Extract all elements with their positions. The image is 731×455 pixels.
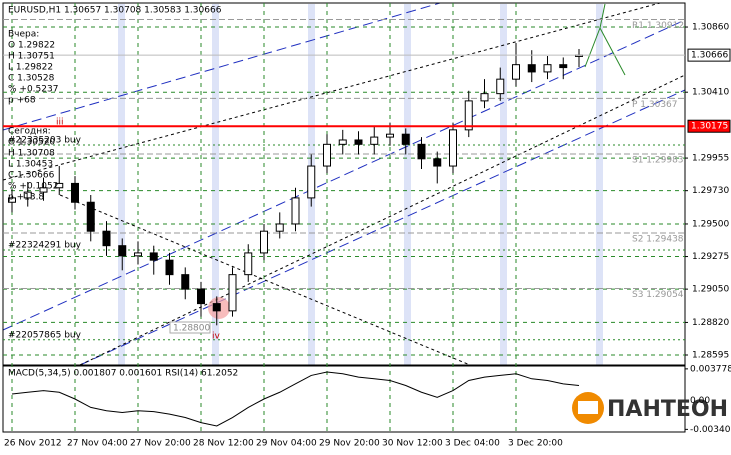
pivot-label: R1 1.30912: [632, 21, 684, 31]
candle-body: [291, 197, 300, 225]
y-tick-label: 1.29275: [692, 252, 729, 262]
marks: [3, 42, 685, 427]
candle-body: [55, 182, 64, 189]
price-box-label: 1.30666: [691, 51, 728, 61]
y-tick-label: 1.30860: [692, 23, 729, 33]
info-line: % +0.5237: [8, 85, 58, 95]
candle-body: [307, 165, 316, 199]
low-box-label: 1.28800: [173, 324, 210, 334]
candle-body: [464, 100, 473, 131]
info-line: H 1.30708: [8, 149, 55, 159]
sub-frame: [2, 365, 686, 433]
candle-body: [134, 252, 142, 257]
price-box: [687, 119, 731, 133]
candle-body: [370, 136, 379, 145]
candle-body: [338, 139, 347, 145]
candle-body: [86, 201, 95, 232]
y-tick-label: 1.28595: [692, 351, 729, 361]
y-tick-label: -0.003407: [690, 425, 731, 435]
candle-body: [118, 245, 127, 257]
info-title: Сегодня:: [8, 127, 51, 137]
pivot-label: P 1.30367: [632, 100, 678, 110]
candle-body: [275, 223, 284, 232]
candle-body: [149, 252, 158, 261]
candle-body: [480, 93, 489, 102]
candle-body: [39, 187, 48, 193]
pivot-label: S1 1.29983: [632, 156, 684, 166]
y-tick-label: 1.29500: [692, 219, 729, 229]
candle-body: [181, 274, 190, 290]
info-line: % +0.1052: [8, 182, 58, 192]
candle-body: [433, 158, 442, 167]
info-panel: EURUSD,H1 1.30657 1.30708 1.30583 1.3066…: [8, 6, 222, 203]
x-tick-label: 27 Nov 04:00: [67, 439, 128, 449]
candle-body: [102, 230, 111, 247]
candle-body: [386, 133, 394, 138]
candle-body: [512, 64, 520, 80]
info-line: p +13.8: [8, 193, 44, 203]
candle-body: [165, 259, 174, 276]
info-line: L 1.30453: [8, 160, 53, 170]
y-tick-label: 1.30410: [692, 88, 729, 98]
info-line: L 1.29822: [8, 63, 53, 73]
wave-label: iv: [212, 332, 221, 342]
info-line: C 1.30666: [8, 171, 55, 181]
y-tick-label: 0.003778: [690, 364, 731, 374]
x-tick-label: 29 Nov 20:00: [319, 439, 380, 449]
info-line: C 1.30528: [8, 74, 55, 84]
info-line: O 1.29822: [8, 41, 55, 51]
y-tick-label: 1.29050: [692, 285, 729, 295]
x-tick-label: 30 Nov 12:00: [382, 439, 443, 449]
x-tick-label: 3 Dec 20:00: [508, 439, 563, 449]
x-tick-label: 27 Nov 20:00: [130, 439, 191, 449]
pivot-label: S2 1.29438: [632, 234, 684, 244]
candle-body: [8, 197, 16, 203]
info-line: H 1.30751: [8, 52, 55, 62]
info-title: Вчера:: [8, 30, 39, 40]
candle-body: [354, 139, 363, 145]
order-label: #22324291 buy: [8, 241, 82, 251]
order-label: #22057865 buy: [8, 330, 82, 340]
order-label: #22335203 buy: [8, 136, 82, 146]
indicator-title: MACD(5,34,5) 0.001807 0.001601 RSI(14) 6…: [8, 369, 238, 379]
x-tick-label: 28 Nov 12:00: [193, 439, 254, 449]
y-tick-label: 1.28820: [692, 318, 729, 328]
candle-body: [23, 191, 32, 199]
candle-body: [197, 288, 205, 305]
pivot-label: S3 1.29054: [632, 290, 684, 300]
candle-body: [244, 252, 253, 276]
candle-body: [71, 182, 79, 203]
logo-text: ПАНТЕОН: [607, 397, 728, 422]
y-tick-label: 0.00: [690, 396, 710, 406]
logo: ПАНТЕОН: [572, 392, 728, 424]
wave-label: iii: [56, 118, 64, 128]
channels: [2, 2, 686, 366]
candle-body: [496, 78, 505, 95]
candle-body: [323, 143, 331, 167]
candle-body: [228, 274, 237, 312]
x-tick-label: 29 Nov 04:00: [256, 439, 317, 449]
main-frame: [2, 2, 686, 366]
candle-body: [260, 230, 268, 254]
symbol-line: EURUSD,H1 1.30657 1.30708 1.30583 1.3066…: [8, 6, 222, 16]
y-tick-label: 1.29730: [692, 186, 729, 196]
candle-body: [212, 303, 221, 312]
x-tick-label: 3 Dec 04:00: [445, 439, 500, 449]
x-tick-label: 26 Nov 2012: [4, 439, 62, 449]
indicator-line: [11, 371, 580, 427]
grid: [3, 3, 688, 432]
info-line: p +68: [8, 96, 36, 106]
price-box: [687, 48, 731, 62]
candle-body: [417, 143, 426, 160]
candle-body: [401, 133, 410, 145]
y-tick-label: 1.29955: [692, 154, 729, 164]
info-line: O 1.30520: [8, 138, 55, 148]
candle-body: [543, 64, 552, 73]
price-box-label: 1.30175: [691, 122, 728, 132]
candle-body: [527, 64, 536, 73]
low-box: [169, 321, 211, 334]
candle-body: [559, 64, 568, 69]
candle-body: [449, 129, 457, 167]
